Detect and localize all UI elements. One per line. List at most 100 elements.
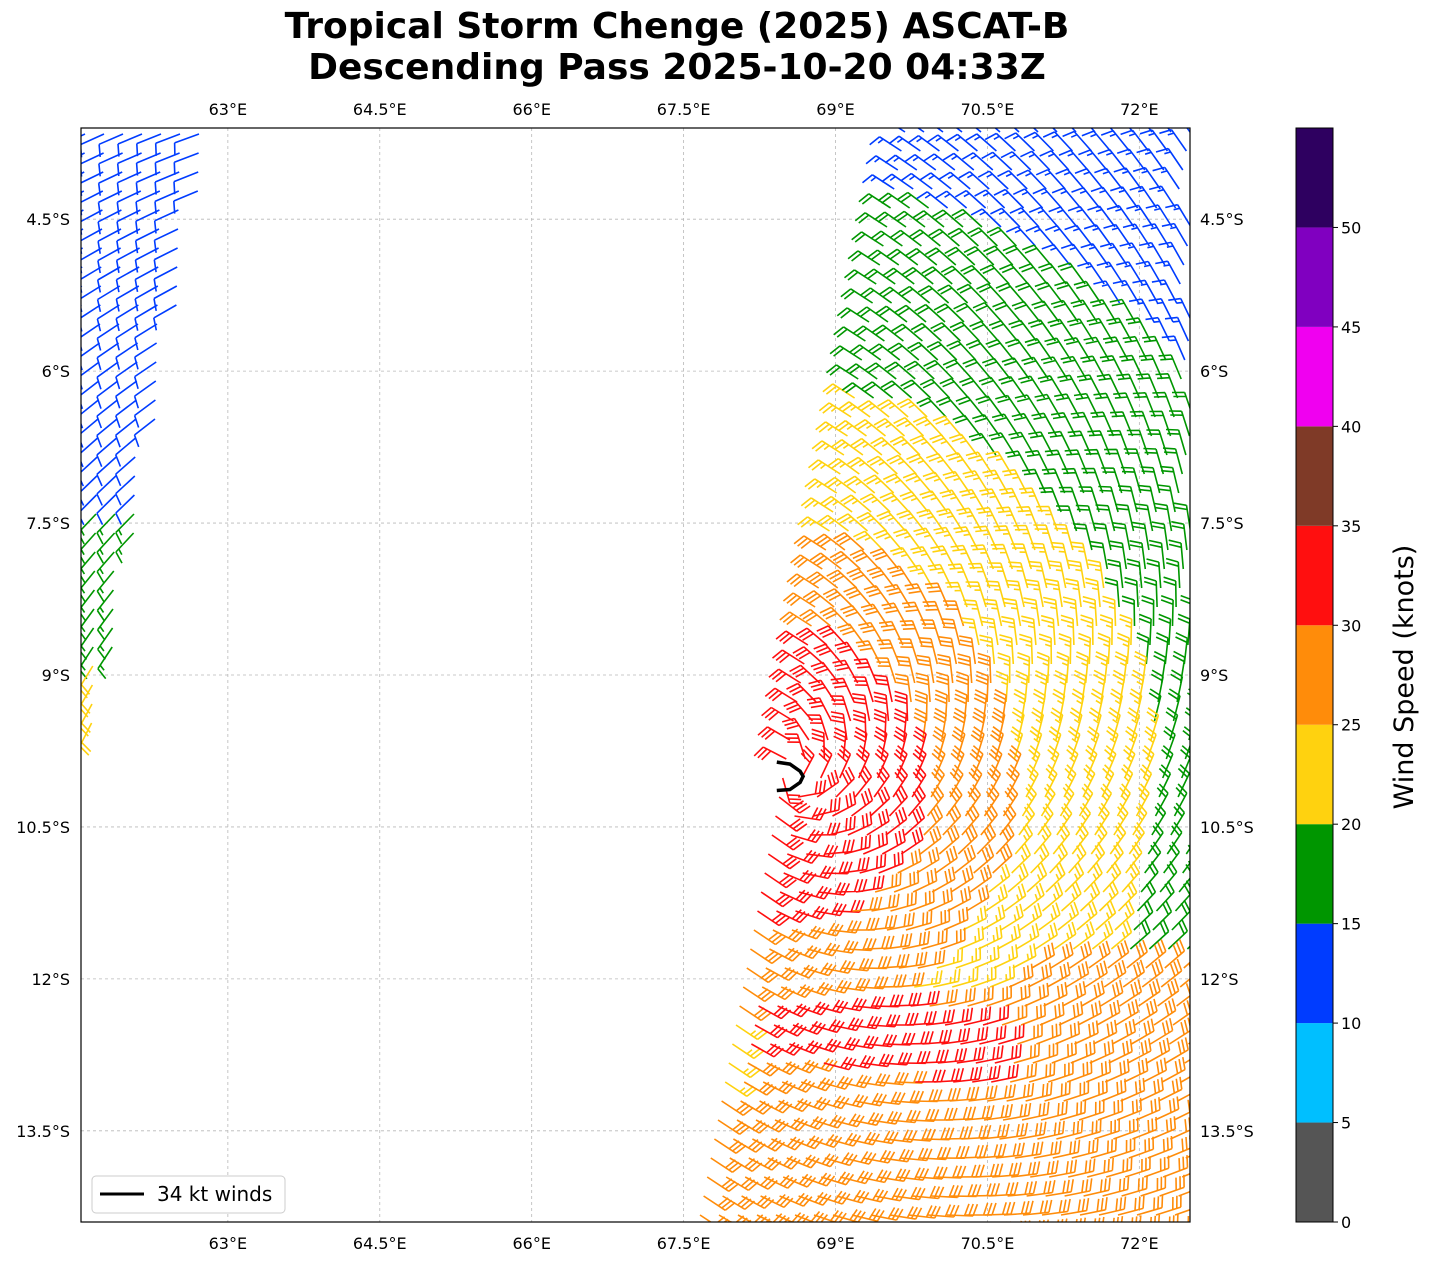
wind-barb — [1171, 520, 1188, 551]
wind-barb — [1072, 523, 1093, 551]
wind-barb — [991, 1064, 1019, 1083]
wind-barb — [1099, 614, 1113, 646]
wind-barb — [966, 1202, 997, 1216]
wind-barb — [815, 421, 848, 437]
wind-barb — [982, 357, 1011, 380]
wind-barb — [910, 322, 942, 342]
wind-barb — [949, 433, 978, 456]
wind-barb — [942, 600, 965, 627]
wind-barb — [907, 341, 939, 361]
wind-barb — [1155, 1194, 1182, 1216]
wind-barb — [1005, 338, 1034, 361]
wind-barb — [715, 1234, 747, 1247]
wind-barb — [865, 155, 899, 171]
wind-barb — [114, 437, 137, 467]
wind-barb — [771, 649, 805, 665]
wind-barb — [1002, 783, 1019, 817]
wind-barb — [876, 974, 907, 988]
wind-barb — [1163, 576, 1177, 608]
wind-barb — [1023, 597, 1041, 627]
wind-barb — [981, 616, 999, 646]
wind-barb — [876, 639, 901, 665]
wind-barb — [892, 764, 909, 798]
wind-barb — [894, 690, 909, 722]
wind-barb — [1010, 1063, 1038, 1083]
wind-barb — [975, 670, 989, 703]
wind-barb — [962, 905, 987, 931]
wind-barb — [811, 728, 826, 760]
wind-barb — [135, 209, 160, 234]
wind-barb — [1059, 1100, 1087, 1121]
wind-barb — [889, 229, 922, 247]
wind-barb — [889, 435, 921, 456]
wind-barb — [1027, 319, 1057, 342]
wind-barb — [1090, 1138, 1117, 1159]
wind-barb — [1070, 541, 1090, 570]
wind-barb — [60, 628, 75, 660]
wind-barb — [942, 804, 962, 836]
y-tick-label-right: 9°S — [1200, 666, 1228, 685]
wind-barb — [763, 1174, 798, 1189]
wind-barb — [1033, 524, 1055, 551]
wind-barb — [847, 250, 881, 266]
wind-barb — [863, 585, 892, 608]
wind-barb — [1193, 1096, 1216, 1121]
wind-barb — [1131, 521, 1150, 551]
wind-barb — [1075, 651, 1089, 684]
wind-barb — [1155, 147, 1184, 171]
wind-barb — [1139, 1077, 1164, 1102]
wind-barb — [1046, 961, 1071, 988]
wind-barb — [888, 135, 921, 152]
wind-barb — [737, 1214, 771, 1222]
wind-barb — [1007, 863, 1029, 893]
wind-barb — [766, 1061, 800, 1076]
wind-barb — [967, 227, 998, 247]
wind-barb — [1117, 1195, 1145, 1216]
wind-barb — [1019, 902, 1043, 931]
wind-barb — [1116, 1097, 1142, 1121]
wind-barb — [1045, 578, 1063, 608]
wind-barb — [1027, 962, 1053, 988]
wind-barb — [988, 562, 1010, 589]
wind-barb — [912, 868, 938, 893]
wind-barb — [1077, 261, 1105, 285]
wind-barb — [1048, 206, 1078, 228]
wind-barb — [870, 1207, 904, 1221]
wind-barb — [939, 377, 970, 399]
wind-barb — [1141, 959, 1164, 988]
wind-barb — [884, 1032, 916, 1046]
wind-barb — [995, 1142, 1025, 1159]
wind-barbs — [60, 128, 1216, 1247]
wind-barb — [1005, 983, 1031, 1007]
wind-barb — [932, 415, 963, 437]
wind-barb — [1022, 468, 1047, 494]
wind-barb — [915, 1069, 946, 1083]
wind-barb — [916, 508, 945, 532]
wind-barb — [761, 706, 794, 722]
wind-barb — [752, 1137, 786, 1152]
wind-barb — [1134, 650, 1147, 684]
wind-barb — [1160, 958, 1183, 988]
wind-barb — [838, 977, 871, 992]
wind-barb — [1001, 1004, 1028, 1026]
wind-barb — [847, 1131, 880, 1146]
wind-barb — [96, 380, 119, 409]
wind-barb — [794, 1210, 829, 1222]
wind-barb — [1087, 1157, 1114, 1178]
wind-barb — [1087, 205, 1116, 228]
colorbar-segment — [1296, 625, 1333, 725]
wind-barb — [776, 909, 810, 924]
wind-barb — [981, 904, 1006, 931]
wind-barb — [999, 487, 1024, 513]
wind-barb — [983, 245, 1014, 266]
wind-barb — [959, 377, 989, 399]
wind-barb — [1090, 299, 1117, 323]
wind-barb — [880, 380, 913, 399]
wind-barb — [910, 990, 940, 1007]
wind-barb — [1168, 410, 1190, 437]
wind-barb — [919, 1146, 952, 1161]
wind-barb — [953, 526, 979, 551]
wind-barb — [963, 599, 984, 627]
wind-barb — [928, 887, 953, 912]
wind-barb — [844, 834, 872, 855]
